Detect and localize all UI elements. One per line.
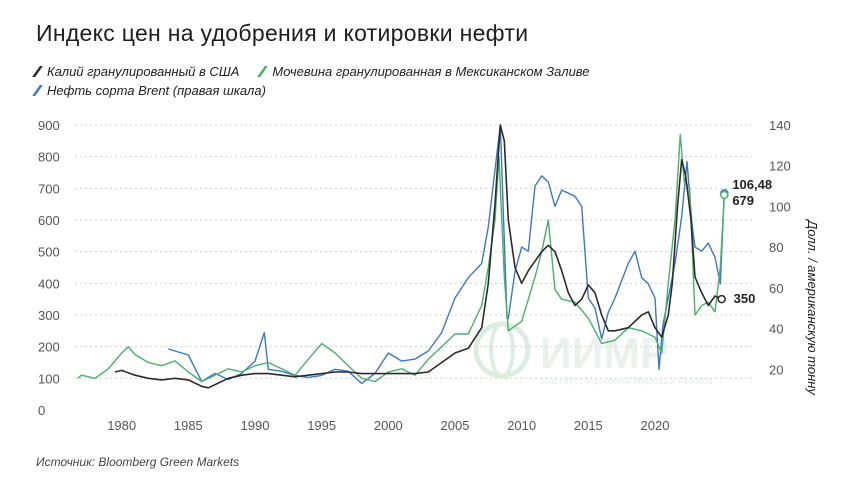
legend-label-potash: Калий гранулированный в США xyxy=(47,64,240,79)
legend-item-potash: Калий гранулированный в США xyxy=(32,64,240,79)
legend-label-brent: Нефть сорта Brent (правая шкала) xyxy=(47,83,266,98)
x-tick-label: 1985 xyxy=(174,418,203,433)
legend-item-urea: Мочевина гранулированная в Мексиканском … xyxy=(257,64,590,79)
x-tick-label: 2015 xyxy=(574,418,603,433)
watermark-globe-meridian-icon xyxy=(489,322,515,378)
y-tick-label: 300 xyxy=(38,308,60,323)
x-tick-label: 2020 xyxy=(641,418,670,433)
x-tick-label: 1980 xyxy=(107,418,136,433)
source-note: Источник: Bloomberg Green Markets xyxy=(36,455,240,469)
x-tick-label: 1995 xyxy=(307,418,336,433)
x-tick-label: 2005 xyxy=(441,418,470,433)
axis-right: 20 40 60 80 100 120 140 xyxy=(769,118,791,377)
y-tick-label: 600 xyxy=(38,213,60,228)
y2-tick-label: 20 xyxy=(769,362,783,377)
right-axis-label: Долл. / американскую тонну xyxy=(805,218,820,396)
watermark: ИИМР Институт Изучения Мировых Рынков xyxy=(473,321,713,387)
x-tick-label: 1990 xyxy=(241,418,270,433)
x-tick-label: 2010 xyxy=(507,418,536,433)
watermark-text: ИИМР xyxy=(540,329,669,378)
y-tick-label: 0 xyxy=(38,403,45,418)
y2-tick-label: 120 xyxy=(769,159,791,174)
y2-tick-label: 40 xyxy=(769,322,783,337)
legend-row-2: Нефть сорта Brent (правая шкала) xyxy=(32,83,266,98)
chart-title: Индекс цен на удобрения и котировки нефт… xyxy=(36,20,529,46)
y2-tick-label: 140 xyxy=(769,118,791,133)
axis-left: 0 100 200 300 400 500 600 700 800 900 xyxy=(38,118,60,418)
y2-tick-label: 60 xyxy=(769,281,783,296)
axis-x: 1980 1985 1990 1995 2000 2005 2010 2015 2020 xyxy=(107,418,669,433)
watermark-subtitle: Институт Изучения Мировых Рынков xyxy=(541,376,713,387)
y-tick-label: 800 xyxy=(38,150,60,165)
legend-item-brent: Нефть сорта Brent (правая шкала) xyxy=(32,83,266,98)
series-line-potash xyxy=(114,124,723,389)
y-tick-label: 200 xyxy=(38,340,60,355)
y2-tick-label: 80 xyxy=(769,240,783,255)
series-layer xyxy=(77,124,725,389)
x-tick-label: 2000 xyxy=(374,418,403,433)
y-tick-label: 500 xyxy=(38,245,60,260)
y-tick-label: 400 xyxy=(38,276,60,291)
watermark-globe-icon xyxy=(473,321,531,379)
series-line-urea xyxy=(77,133,725,383)
end-label-brent: 106,48 xyxy=(732,177,772,192)
y-tick-label: 900 xyxy=(38,118,60,133)
end-marker-urea xyxy=(720,190,729,200)
y2-tick-label: 100 xyxy=(769,199,791,214)
end-marker-potash xyxy=(717,294,726,304)
legend-label-urea: Мочевина гранулированная в Мексиканском … xyxy=(272,64,590,79)
end-label-potash: 350 xyxy=(734,291,756,306)
end-label-urea: 679 xyxy=(732,193,754,208)
y-tick-label: 700 xyxy=(38,181,60,196)
legend: Калий гранулированный в США Мочевина гра… xyxy=(32,64,590,79)
y-tick-label: 100 xyxy=(38,371,60,386)
